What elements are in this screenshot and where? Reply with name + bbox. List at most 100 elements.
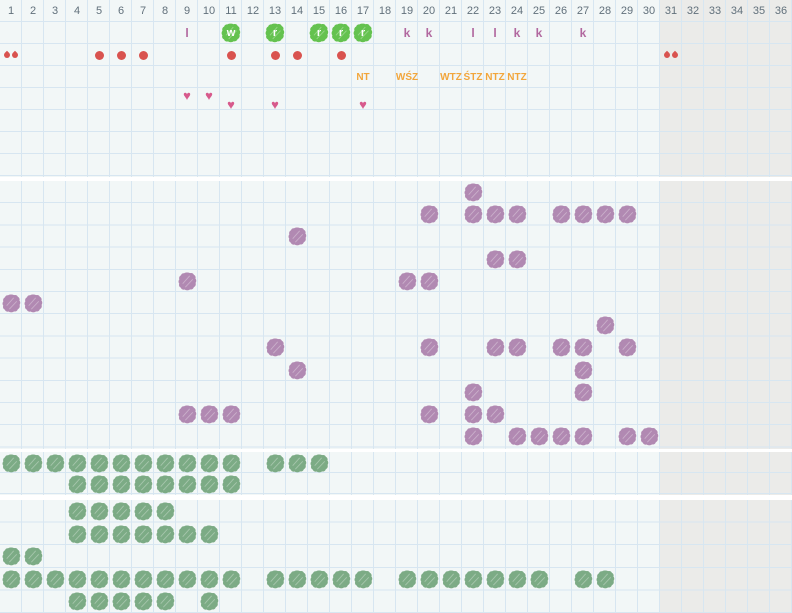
green-blob[interactable] [154, 568, 176, 590]
observation-blob[interactable] [572, 337, 594, 359]
green-blob[interactable] [110, 568, 132, 590]
stamp-marker[interactable]: w [220, 22, 242, 44]
green-blob[interactable] [132, 474, 154, 496]
observation-blob[interactable] [550, 426, 572, 448]
observation-blob[interactable] [616, 337, 638, 359]
observation-blob[interactable] [594, 315, 616, 337]
observation-blob[interactable] [418, 270, 440, 292]
observation-blob[interactable] [286, 226, 308, 248]
green-blob[interactable] [66, 523, 88, 545]
letter-marker[interactable]: k [418, 22, 440, 44]
green-blob[interactable] [88, 568, 110, 590]
green-blob[interactable] [22, 568, 44, 590]
green-blob[interactable] [88, 474, 110, 496]
observation-blob[interactable] [638, 426, 660, 448]
green-blob[interactable] [198, 474, 220, 496]
observation-blob[interactable] [462, 404, 484, 426]
observation-blob[interactable] [286, 359, 308, 381]
green-blob[interactable] [88, 453, 110, 475]
observation-blob[interactable] [22, 293, 44, 315]
green-blob[interactable] [484, 568, 506, 590]
observation-blob[interactable] [462, 182, 484, 204]
green-blob[interactable] [198, 523, 220, 545]
green-blob[interactable] [572, 568, 594, 590]
observation-blob[interactable] [506, 337, 528, 359]
green-blob[interactable] [0, 453, 22, 475]
green-blob[interactable] [0, 568, 22, 590]
green-blob[interactable] [418, 568, 440, 590]
green-blob[interactable] [132, 591, 154, 613]
green-blob[interactable] [220, 474, 242, 496]
green-blob[interactable] [154, 591, 176, 613]
green-blob[interactable] [286, 453, 308, 475]
observation-blob[interactable] [506, 204, 528, 226]
observation-blob[interactable] [506, 426, 528, 448]
observation-blob[interactable] [616, 426, 638, 448]
bleeding-marker[interactable] [264, 44, 286, 66]
green-blob[interactable] [154, 501, 176, 523]
bleeding-marker[interactable] [660, 44, 682, 66]
green-blob[interactable] [440, 568, 462, 590]
observation-blob[interactable] [396, 270, 418, 292]
green-blob[interactable] [110, 591, 132, 613]
observation-blob[interactable] [264, 337, 286, 359]
green-blob[interactable] [198, 591, 220, 613]
letter-marker[interactable]: k [572, 22, 594, 44]
observation-blob[interactable] [418, 404, 440, 426]
note-label[interactable]: WTZ [440, 71, 462, 83]
observation-blob[interactable] [572, 204, 594, 226]
green-blob[interactable] [594, 568, 616, 590]
green-blob[interactable] [110, 453, 132, 475]
observation-blob[interactable] [594, 204, 616, 226]
stamp-marker[interactable]: r [352, 22, 374, 44]
observation-blob[interactable] [198, 404, 220, 426]
observation-blob[interactable] [418, 204, 440, 226]
green-blob[interactable] [330, 568, 352, 590]
green-blob[interactable] [66, 568, 88, 590]
green-blob[interactable] [176, 474, 198, 496]
heart-icon[interactable]: ♥ [205, 87, 213, 103]
green-blob[interactable] [0, 546, 22, 568]
green-blob[interactable] [66, 501, 88, 523]
observation-blob[interactable] [484, 204, 506, 226]
letter-marker[interactable]: l [176, 22, 198, 44]
observation-blob[interactable] [550, 204, 572, 226]
green-blob[interactable] [44, 568, 66, 590]
observation-blob[interactable] [176, 270, 198, 292]
observation-blob[interactable] [418, 337, 440, 359]
bleeding-marker[interactable] [66, 44, 88, 66]
green-blob[interactable] [110, 523, 132, 545]
observation-blob[interactable] [572, 381, 594, 403]
letter-marker[interactable]: l [484, 22, 506, 44]
letter-marker[interactable]: k [506, 22, 528, 44]
green-blob[interactable] [110, 474, 132, 496]
green-blob[interactable] [286, 568, 308, 590]
observation-blob[interactable] [506, 248, 528, 270]
letter-marker[interactable]: k [396, 22, 418, 44]
observation-blob[interactable] [550, 337, 572, 359]
green-blob[interactable] [66, 453, 88, 475]
green-blob[interactable] [88, 523, 110, 545]
green-blob[interactable] [132, 501, 154, 523]
observation-blob[interactable] [484, 248, 506, 270]
bleeding-marker[interactable] [220, 44, 242, 66]
green-blob[interactable] [198, 568, 220, 590]
note-label[interactable]: NT [356, 71, 370, 83]
green-blob[interactable] [264, 453, 286, 475]
bleeding-marker[interactable] [110, 44, 132, 66]
note-label[interactable]: NTZ [507, 71, 527, 83]
note-label[interactable]: WŚZ [395, 71, 419, 83]
bleeding-marker[interactable] [22, 44, 44, 66]
green-blob[interactable] [176, 453, 198, 475]
green-blob[interactable] [198, 453, 220, 475]
green-blob[interactable] [176, 568, 198, 590]
observation-blob[interactable] [0, 293, 22, 315]
green-blob[interactable] [66, 474, 88, 496]
green-blob[interactable] [132, 453, 154, 475]
green-blob[interactable] [154, 474, 176, 496]
observation-blob[interactable] [484, 337, 506, 359]
observation-blob[interactable] [462, 426, 484, 448]
observation-blob[interactable] [176, 404, 198, 426]
observation-blob[interactable] [462, 204, 484, 226]
stamp-marker[interactable]: r [330, 22, 352, 44]
